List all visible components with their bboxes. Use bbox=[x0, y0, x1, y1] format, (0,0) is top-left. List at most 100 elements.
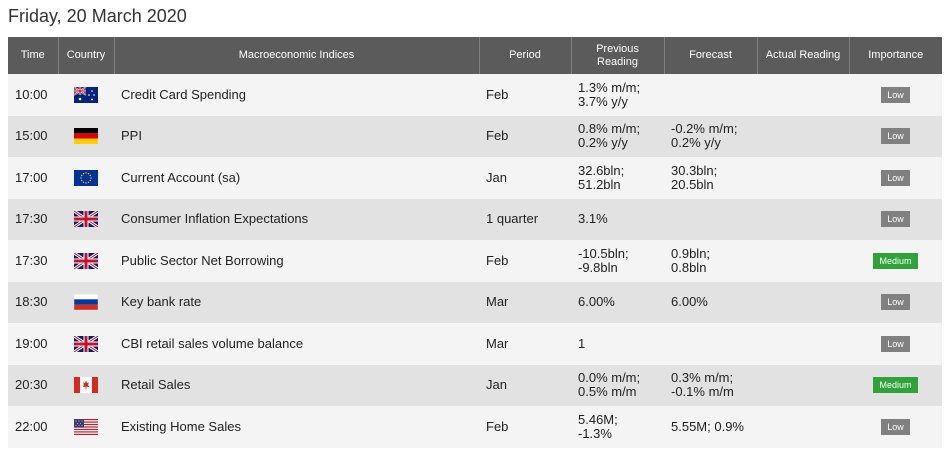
previous-line2: 3.7% y/y bbox=[578, 93, 628, 109]
period-cell: Mar bbox=[479, 281, 571, 323]
previous-cell: -10.5bln; -9.8bln bbox=[571, 240, 664, 282]
indicator-cell[interactable]: Key bank rate bbox=[114, 281, 479, 323]
header-period: Period bbox=[479, 37, 572, 74]
indicator-cell[interactable]: Retail Sales bbox=[114, 364, 479, 406]
importance-cell: Low bbox=[849, 323, 942, 365]
germany-flag-icon bbox=[74, 128, 98, 145]
importance-badge: Low bbox=[881, 211, 910, 228]
forecast-line2: 20.5bln bbox=[671, 176, 714, 192]
actual-cell bbox=[757, 240, 849, 282]
previous-line1: 1.3% m/m; bbox=[578, 79, 641, 95]
forecast-cell bbox=[664, 198, 757, 240]
time-cell: 17:00 bbox=[8, 157, 58, 199]
usa-flag-icon bbox=[74, 418, 98, 435]
importance-cell: Medium bbox=[849, 240, 942, 282]
country-cell bbox=[58, 364, 114, 406]
previous-line1: 0.0% m/m; bbox=[578, 370, 641, 386]
importance-cell: Medium bbox=[849, 364, 942, 406]
russia-flag-icon bbox=[73, 294, 99, 311]
importance-badge: Medium bbox=[873, 252, 918, 269]
time-cell: 17:30 bbox=[8, 198, 58, 240]
indicator-cell[interactable]: Consumer Inflation Expectations bbox=[114, 198, 479, 240]
previous-line2: 0.2% y/y bbox=[578, 135, 628, 151]
table-row: 17:30 Consumer Inflation Expectations 1 … bbox=[8, 198, 942, 240]
indicator-cell[interactable]: Public Sector Net Borrowing bbox=[114, 240, 479, 282]
previous-line2: -9.8bln bbox=[578, 259, 618, 275]
forecast-line1: 30.3bln; bbox=[671, 162, 718, 178]
indicator-cell[interactable]: Credit Card Spending bbox=[114, 74, 479, 116]
importance-badge: Low bbox=[881, 335, 910, 352]
importance-cell: Low bbox=[849, 406, 942, 448]
header-previous-line1: Previous bbox=[596, 42, 639, 55]
previous-cell: 1.3% m/m; 3.7% y/y bbox=[571, 74, 664, 116]
importance-cell: Low bbox=[849, 115, 942, 157]
forecast-cell bbox=[664, 323, 757, 365]
table-row: 10:00 Credit Card Spending Feb 1.3% m/m;… bbox=[8, 74, 942, 116]
header-previous: Previous Reading bbox=[571, 37, 665, 74]
header-previous-line2: Reading bbox=[597, 55, 638, 68]
actual-cell bbox=[757, 281, 849, 323]
table-row: 15:00 PPI Feb 0.8% m/m; 0.2% y/y -0.2% m… bbox=[8, 115, 942, 157]
forecast-cell: 0.9bln; 0.8bln bbox=[664, 240, 757, 282]
time-cell: 19:00 bbox=[8, 323, 58, 365]
time-cell: 15:00 bbox=[8, 115, 58, 157]
period-cell: Feb bbox=[479, 240, 571, 282]
previous-line2: -1.3% bbox=[578, 425, 612, 441]
previous-line1: 32.6bln; bbox=[578, 162, 625, 178]
indicator-cell[interactable]: Current Account (sa) bbox=[114, 157, 479, 199]
previous-cell: 32.6bln; 51.2bln bbox=[571, 157, 664, 199]
forecast-cell: 30.3bln; 20.5bln bbox=[664, 157, 757, 199]
time-cell: 10:00 bbox=[8, 74, 58, 116]
table-header-row: Time Country Macroeconomic Indices Perio… bbox=[8, 37, 942, 74]
economic-calendar-table: Time Country Macroeconomic Indices Perio… bbox=[8, 37, 942, 448]
importance-badge: Low bbox=[881, 418, 910, 435]
previous-line1: 6.00% bbox=[578, 294, 615, 310]
period-cell: Jan bbox=[479, 157, 571, 199]
previous-cell: 0.8% m/m; 0.2% y/y bbox=[571, 115, 664, 157]
indicator-cell[interactable]: Existing Home Sales bbox=[114, 406, 479, 448]
forecast-line1: 5.55M; 0.9% bbox=[671, 418, 744, 434]
header-actual: Actual Reading bbox=[757, 37, 850, 74]
importance-cell: Low bbox=[849, 74, 942, 116]
country-cell bbox=[58, 323, 114, 365]
previous-cell: 0.0% m/m; 0.5% m/m bbox=[571, 364, 664, 406]
period-cell: Feb bbox=[479, 74, 571, 116]
table-row: 17:00 Current Account (sa) Jan 32.6bln; … bbox=[8, 157, 942, 199]
canada-flag-icon bbox=[74, 377, 98, 394]
forecast-cell: 6.00% bbox=[664, 281, 757, 323]
time-cell: 20:30 bbox=[8, 364, 58, 406]
table-row: 22:00 Existing Home Sales Feb 5.46M; -1.… bbox=[8, 406, 942, 448]
period-cell: Feb bbox=[479, 406, 571, 448]
indicator-cell[interactable]: CBI retail sales volume balance bbox=[114, 323, 479, 365]
period-cell: 1 quarter bbox=[479, 198, 571, 240]
previous-line1: -10.5bln; bbox=[578, 245, 629, 261]
previous-cell: 5.46M; -1.3% bbox=[571, 406, 664, 448]
forecast-line1: 6.00% bbox=[671, 294, 708, 310]
forecast-cell: 5.55M; 0.9% bbox=[664, 406, 757, 448]
actual-cell bbox=[757, 157, 849, 199]
importance-badge: Low bbox=[881, 294, 910, 311]
country-cell bbox=[58, 406, 114, 448]
forecast-line2: -0.1% m/m bbox=[671, 384, 734, 400]
period-cell: Mar bbox=[479, 323, 571, 365]
forecast-line2: 0.8bln bbox=[671, 259, 707, 275]
importance-cell: Low bbox=[849, 198, 942, 240]
eu-flag-icon bbox=[74, 169, 98, 186]
page-title: Friday, 20 March 2020 bbox=[8, 6, 187, 26]
country-cell bbox=[58, 115, 114, 157]
previous-line1: 3.1% bbox=[578, 211, 608, 227]
indicator-cell[interactable]: PPI bbox=[114, 115, 479, 157]
importance-badge: Low bbox=[881, 86, 910, 103]
previous-cell: 3.1% bbox=[571, 198, 664, 240]
previous-line2: 0.5% m/m bbox=[578, 384, 637, 400]
country-cell bbox=[58, 198, 114, 240]
country-cell bbox=[58, 240, 114, 282]
previous-line1: 0.8% m/m; bbox=[578, 121, 641, 137]
country-cell bbox=[58, 74, 114, 116]
uk-flag-icon bbox=[73, 210, 99, 229]
header-forecast: Forecast bbox=[664, 37, 758, 74]
period-cell: Feb bbox=[479, 115, 571, 157]
table-row: 20:30 Retail Sales Jan 0.0% m/m; 0.5% m/… bbox=[8, 364, 942, 406]
table-row: 18:30 Key bank rate Mar 6.00% 6.00% Low bbox=[8, 281, 942, 323]
importance-badge: Low bbox=[881, 169, 910, 186]
